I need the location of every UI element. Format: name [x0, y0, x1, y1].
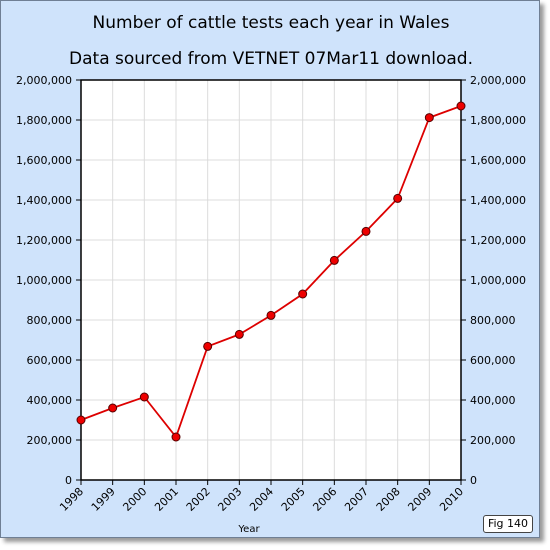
y-tick-label-left: 1,800,000 [16, 114, 72, 127]
data-point [361, 226, 371, 236]
y-tick-label-right: 200,000 [470, 434, 516, 447]
y-tick-label-right: 600,000 [470, 354, 516, 367]
y-tick-label-left: 1,600,000 [16, 154, 72, 167]
figure-number-badge: Fig 140 [483, 515, 533, 533]
data-point [108, 403, 118, 413]
chart-subtitle: Data sourced from VETNET 07Mar11 downloa… [69, 49, 473, 69]
y-tick-label-left: 2,000,000 [16, 74, 72, 87]
y-tick-label-left: 400,000 [27, 394, 73, 407]
x-tick-label: 2008 [374, 485, 403, 514]
x-tick-label: 1998 [57, 485, 86, 514]
data-point [76, 415, 86, 425]
y-tick-label-right: 1,800,000 [470, 114, 526, 127]
y-tick-label-right: 0 [470, 474, 477, 487]
x-tick-label: 1999 [89, 485, 118, 514]
y-tick-label-right: 1,200,000 [470, 234, 526, 247]
data-point [393, 193, 403, 203]
data-point [456, 101, 466, 111]
y-tick-label-left: 800,000 [27, 314, 73, 327]
data-point [266, 310, 276, 320]
y-tick-label-left: 200,000 [27, 434, 73, 447]
x-axis-title: Year [237, 524, 260, 535]
y-tick-label-left: 0 [65, 474, 72, 487]
y-tick-label-right: 1,000,000 [470, 274, 526, 287]
y-tick-label-left: 1,000,000 [16, 274, 72, 287]
y-tick-label-left: 600,000 [27, 354, 73, 367]
data-point [139, 392, 149, 402]
x-tick-label: 2004 [247, 485, 276, 514]
data-point [203, 341, 213, 351]
line-chart: 0 0 200,000 200,000 400,000 400,000 600,000 600… [16, 74, 526, 535]
x-tick-label: 2007 [342, 485, 371, 514]
y-tick-label-left: 1,400,000 [16, 194, 72, 207]
x-tick-label: 2005 [279, 485, 308, 514]
x-tick-label: 2000 [120, 485, 149, 514]
x-tick-label: 2003 [215, 485, 244, 514]
x-tick-label: 2009 [405, 485, 434, 514]
y-tick-label-right: 2,000,000 [470, 74, 526, 87]
data-point [298, 289, 308, 299]
data-point [171, 432, 181, 442]
x-tick-label: 2001 [152, 485, 181, 514]
y-tick-label-right: 400,000 [470, 394, 516, 407]
chart-title: Number of cattle tests each year in Wale… [92, 13, 450, 33]
x-tick-label: 2002 [184, 485, 213, 514]
x-tick-label: 2010 [437, 485, 466, 514]
x-tick-label: 2006 [310, 485, 339, 514]
data-point [234, 329, 244, 339]
chart-frame: Number of cattle tests each year in Wale… [0, 0, 540, 538]
y-tick-label-left: 1,200,000 [16, 234, 72, 247]
data-point [424, 113, 434, 123]
y-tick-label-right: 1,600,000 [470, 154, 526, 167]
data-point [329, 255, 339, 265]
y-tick-label-right: 1,400,000 [470, 194, 526, 207]
y-tick-label-right: 800,000 [470, 314, 516, 327]
